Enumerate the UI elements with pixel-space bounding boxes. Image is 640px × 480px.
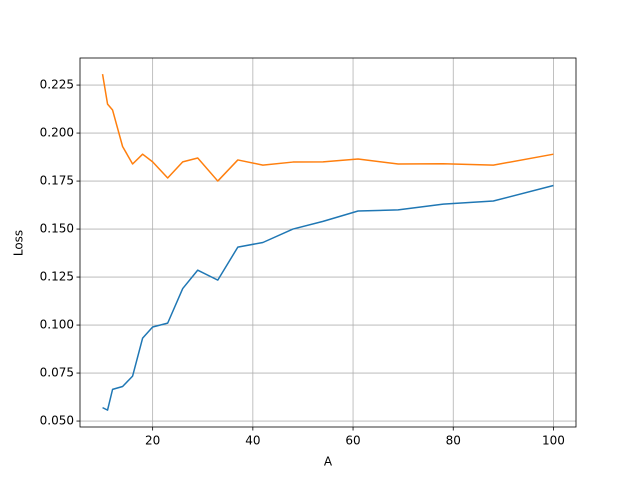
x-axis-label: A <box>324 455 333 469</box>
x-tick-label: 80 <box>446 434 461 448</box>
x-tick-label: 20 <box>145 434 160 448</box>
x-tick-label: 60 <box>345 434 360 448</box>
y-axis-label: Loss <box>12 230 26 256</box>
y-tick-label: 0.075 <box>40 366 74 380</box>
y-tick-label: 0.175 <box>40 174 74 188</box>
y-tick-label: 0.100 <box>40 318 74 332</box>
x-tick-label: 100 <box>542 434 565 448</box>
y-tick-label: 0.225 <box>40 78 74 92</box>
y-tick-label: 0.125 <box>40 270 74 284</box>
grid <box>80 58 576 427</box>
x-tick-label: 40 <box>245 434 260 448</box>
y-tick-label: 0.200 <box>40 126 74 140</box>
plot-frame <box>79 57 577 428</box>
y-tick-label: 0.050 <box>40 414 74 428</box>
lines <box>101 74 554 411</box>
series-line <box>101 74 554 182</box>
y-tick-label: 0.150 <box>40 222 74 236</box>
series-line <box>102 184 554 411</box>
